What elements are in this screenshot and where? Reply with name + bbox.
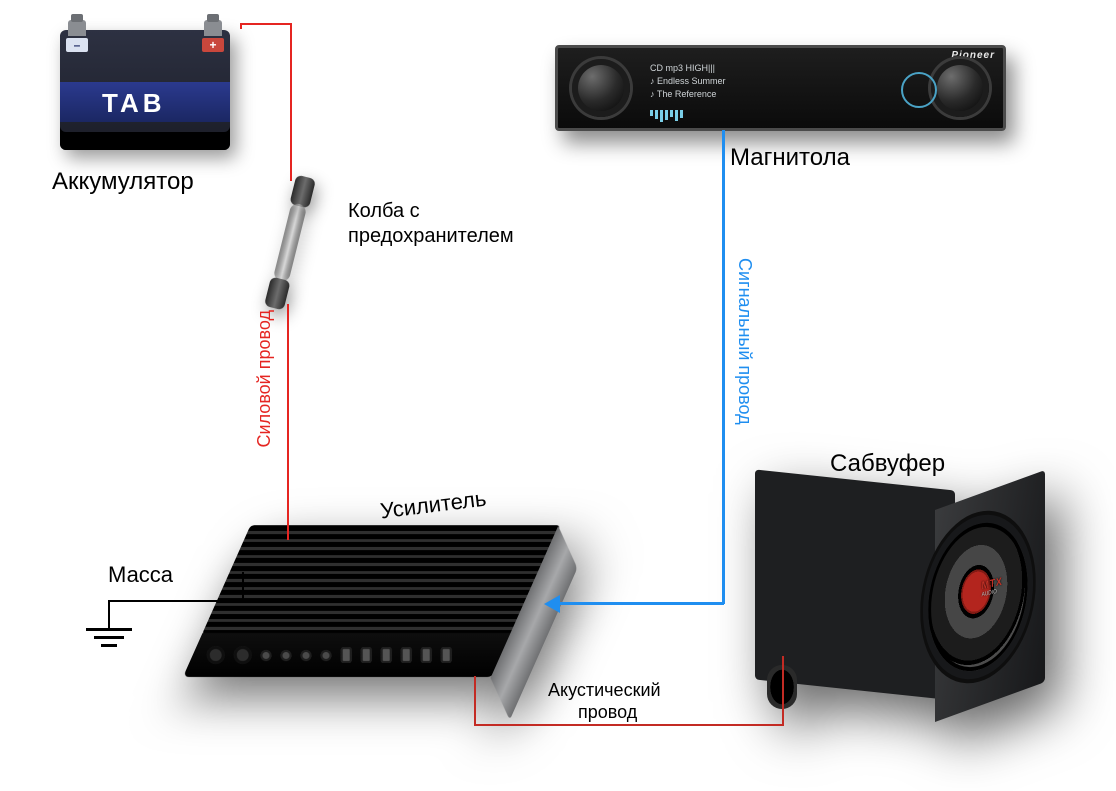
hu-line-top: CD mp3 HIGH|||: [650, 62, 883, 75]
headunit-knob-right: [931, 59, 989, 117]
headunit-eq-icon: [650, 110, 683, 122]
fuse-label-1: Колба с: [348, 200, 420, 223]
ground-label: Масса: [108, 562, 173, 588]
signal-wire-label: Сигнальный провод: [734, 258, 755, 425]
headunit-label: Магнитола: [730, 144, 850, 172]
fuse-holder: [259, 173, 321, 311]
power-wire-label: Силовой провод: [254, 310, 275, 447]
hu-line1: ♪ Endless Summer: [650, 75, 883, 88]
hu-line2: ♪ The Reference: [650, 88, 883, 101]
battery-terminal-positive: [204, 20, 222, 36]
amplifier-label: Усилитель: [379, 486, 488, 525]
battery-polarity-pos: +: [202, 38, 224, 52]
battery-terminal-negative: [68, 20, 86, 36]
battery-brand: TAB: [102, 88, 166, 119]
headunit-display: CD mp3 HIGH||| ♪ Endless Summer ♪ The Re…: [650, 62, 883, 114]
amplifier-heatsink: [202, 525, 561, 635]
headunit: Pioneer CD mp3 HIGH||| ♪ Endless Summer …: [555, 45, 1006, 131]
amplifier: [179, 525, 560, 685]
speaker-wire-label-1: Акустический: [548, 680, 661, 701]
diagram-stage: { "canvas": { "w": 1116, "h": 791, "bg":…: [0, 0, 1116, 791]
battery-label: Аккумулятор: [52, 168, 194, 196]
speaker-wire-label-2: провод: [578, 702, 637, 723]
battery: – + TAB: [60, 30, 230, 150]
amplifier-front-panel: [183, 633, 513, 677]
subwoofer: MTXAUDIO: [755, 480, 1045, 705]
subwoofer-label: Сабвуфер: [830, 450, 945, 478]
headunit-ring-icon: [901, 72, 937, 108]
battery-polarity-neg: –: [66, 38, 88, 52]
fuse-label-2: предохранителем: [348, 225, 514, 248]
headunit-knob-left: [572, 59, 630, 117]
